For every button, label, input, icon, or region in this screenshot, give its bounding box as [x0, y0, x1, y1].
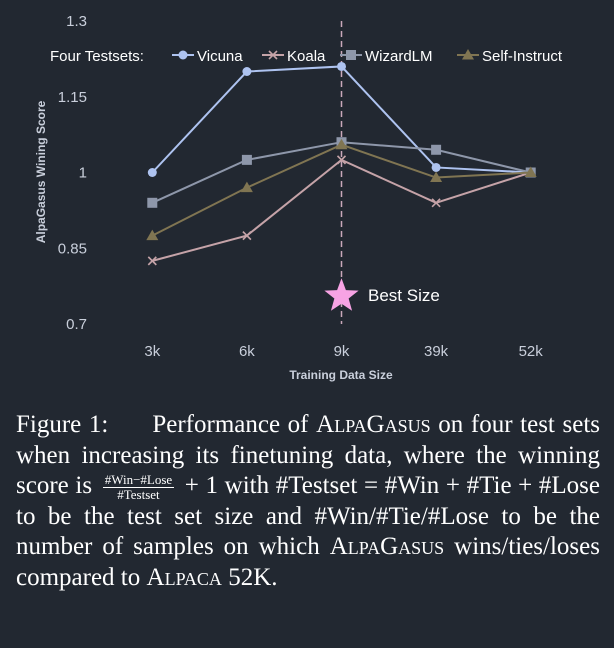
data-point: [241, 154, 252, 165]
model-name-2: AlpaGasus: [329, 533, 445, 561]
caption-text-3: + 1 with #Testset = #Win + #Tie + #Lose …: [16, 472, 601, 561]
legend-marker: [346, 50, 356, 60]
data-point: [335, 138, 348, 150]
y-tick-label: 1.15: [58, 89, 87, 106]
series-self-instruct: [146, 138, 537, 241]
y-tick-label: 0.7: [66, 316, 87, 333]
data-point: [147, 256, 157, 266]
fraction-numerator: #Win−#Lose: [102, 471, 175, 488]
marker-stroke: [268, 50, 278, 60]
data-point: [336, 155, 347, 165]
series-layer: [146, 61, 537, 266]
legend-marker: [268, 50, 278, 60]
y-tick-label: 1.3: [66, 13, 87, 30]
marker-stroke: [147, 256, 157, 266]
caption-text-1: Performance of: [152, 411, 317, 438]
y-tick-label: 1: [79, 165, 87, 182]
data-point: [431, 162, 441, 172]
best-size-label: Best Size: [368, 286, 440, 305]
figure-caption: Figure 1: Performance of AlpaGasus on fou…: [16, 410, 600, 593]
x-tick-label: 39k: [424, 343, 449, 360]
legend-entry: WizardLM: [340, 48, 433, 65]
fraction-denominator: #Testset: [117, 486, 160, 502]
caption-text-2: on four test sets when increasing its fi…: [16, 411, 600, 499]
model-name: AlpaGasus: [316, 411, 431, 438]
x-tick-labels: 3k 6k 9k 39k 52k: [144, 343, 543, 360]
series-vicuna: [147, 61, 536, 177]
data-point: [431, 144, 442, 155]
marker-stroke: [242, 231, 252, 241]
x-tick-label: 9k: [334, 343, 350, 360]
legend-entry: Vicuna: [172, 48, 243, 65]
legend: Four Testsets: Vicuna Koala WizardLM Self-I…: [50, 48, 563, 65]
x-tick-label: 6k: [239, 343, 255, 360]
marker-stroke: [431, 198, 441, 208]
data-point: [147, 168, 157, 177]
data-point: [431, 198, 441, 208]
x-tick-label: 52k: [519, 343, 544, 360]
data-point: [524, 166, 537, 177]
data-point: [337, 61, 346, 71]
legend-title: Four Testsets:: [50, 48, 144, 65]
caption-text-5: 52K.: [221, 563, 278, 591]
legend-marker: [178, 50, 188, 60]
legend-label: Self-Instruct: [482, 48, 563, 65]
y-tick-labels: 0.7 0.85 1 1.15 1.3: [58, 13, 87, 333]
y-axis-title: AlpaGasus Wining Score: [34, 100, 48, 243]
data-point: [147, 197, 158, 208]
x-tick-label: 3k: [144, 343, 160, 360]
data-point: [242, 67, 252, 76]
best-size-annotation: Best Size: [324, 278, 440, 311]
y-tick-label: 0.85: [58, 240, 87, 257]
caption-text-4: wins/ties/loses compared to: [16, 533, 600, 591]
data-point: [146, 229, 159, 241]
legend-label: Vicuna: [197, 48, 243, 65]
series-koala: [147, 155, 536, 266]
legend-entry: Self-Instruct: [457, 48, 563, 65]
data-point: [242, 231, 252, 241]
legend-entry: Koala: [262, 48, 326, 65]
winning-score-fraction: #Win−#Lose #Testset: [102, 471, 175, 502]
star-icon: [324, 278, 359, 311]
x-axis-title: Training Data Size: [289, 368, 393, 382]
caption-lead: Figure 1:: [16, 411, 109, 438]
marker-stroke: [336, 155, 347, 165]
data-point: [430, 171, 443, 183]
legend-label: Koala: [287, 48, 326, 65]
data-point: [240, 181, 253, 193]
legend-marker: [462, 49, 474, 60]
legend-label: WizardLM: [365, 48, 433, 65]
baseline-name: Alpaca: [146, 563, 222, 591]
line-chart: 0.7 0.85 1 1.15 1.3 3k 6k 9k 39k 52k AlpaGasus W…: [34, 13, 563, 382]
